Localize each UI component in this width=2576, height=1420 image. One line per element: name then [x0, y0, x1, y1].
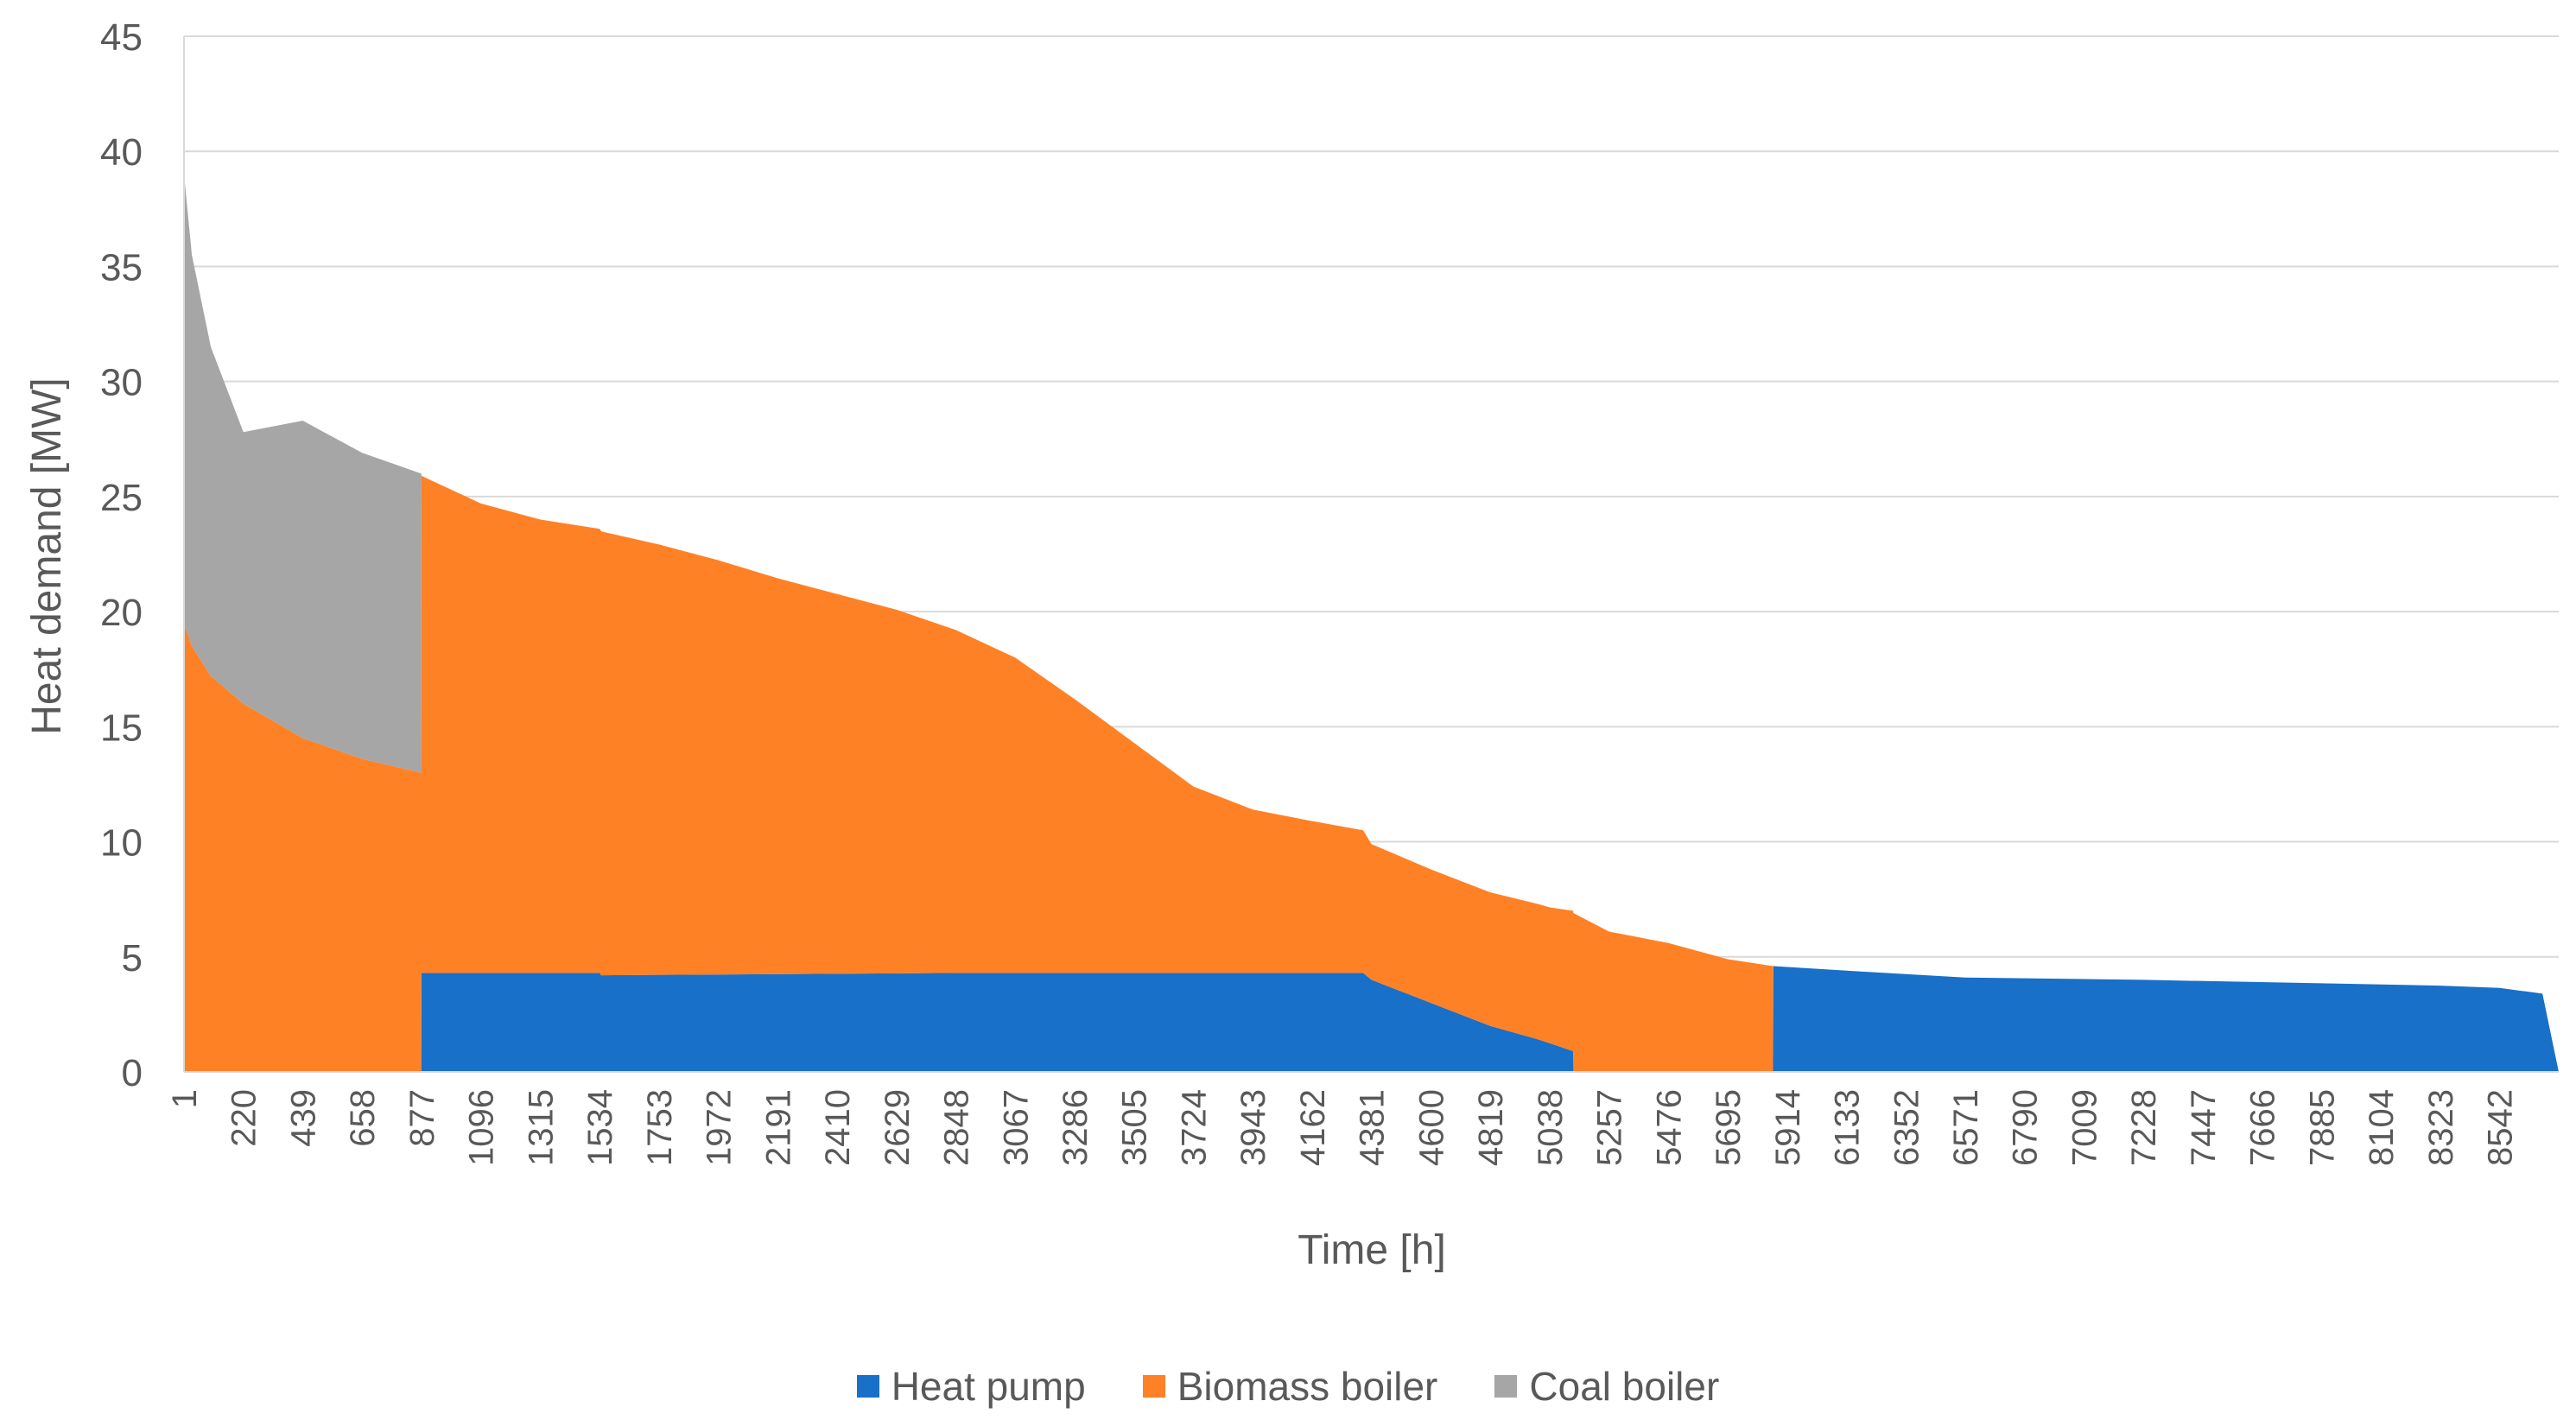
x-tick-label-1972: 1972 [701, 1089, 739, 1166]
x-tick-label-3724: 3724 [1175, 1089, 1213, 1166]
x-tick-label-1096: 1096 [463, 1089, 501, 1166]
x-tick-label-7009: 7009 [2065, 1089, 2103, 1166]
x-tick-label-7447: 7447 [2185, 1089, 2223, 1166]
legend: Heat pump Biomass boiler Coal boiler [0, 1356, 2576, 1417]
legend-swatch-coal-boiler [1494, 1375, 1518, 1398]
area-layer [184, 174, 2559, 1072]
x-tick-label-8542: 8542 [2482, 1089, 2520, 1166]
axis-layer [183, 36, 2559, 1073]
area-biomass-boiler [184, 475, 2559, 1072]
legend-swatch-heat-pump [856, 1375, 879, 1398]
y-tick-labels: 0 5 10 15 20 25 30 35 40 45 [100, 16, 143, 1094]
x-tick-label-6790: 6790 [2007, 1089, 2045, 1166]
x-tick-label-5257: 5257 [1591, 1089, 1629, 1166]
x-tick-label-658: 658 [344, 1089, 382, 1147]
x-tick-label-439: 439 [284, 1089, 322, 1147]
legend-label-heat-pump: Heat pump [891, 1364, 1086, 1409]
legend-item-heat-pump: Heat pump [856, 1363, 1086, 1410]
y-tick-label-0: 0 [122, 1052, 143, 1094]
legend-swatch-biomass-boiler [1142, 1375, 1165, 1398]
x-tick-labels: 1 220 439 658 877 1096 1315 1534 1753 1972 2191 241… [166, 1089, 2520, 1166]
x-tick-label-8323: 8323 [2422, 1089, 2460, 1166]
x-tick-label-4381: 4381 [1354, 1089, 1392, 1166]
x-tick-label-1534: 1534 [581, 1089, 619, 1166]
x-tick-label-5038: 5038 [1532, 1089, 1570, 1166]
x-tick-label-7228: 7228 [2125, 1089, 2163, 1166]
x-tick-label-1753: 1753 [641, 1089, 679, 1166]
x-tick-label-220: 220 [225, 1089, 263, 1147]
x-tick-label-3067: 3067 [997, 1089, 1035, 1166]
y-tick-label-20: 20 [100, 592, 143, 634]
x-tick-label-3505: 3505 [1116, 1089, 1154, 1166]
y-tick-label-15: 15 [100, 707, 143, 749]
x-tick-label-8104: 8104 [2363, 1089, 2401, 1166]
x-tick-label-5695: 5695 [1710, 1089, 1748, 1166]
x-tick-label-5476: 5476 [1650, 1089, 1688, 1166]
x-tick-label-4819: 4819 [1472, 1089, 1510, 1166]
x-tick-label-2629: 2629 [879, 1089, 917, 1166]
x-tick-label-2848: 2848 [938, 1089, 976, 1166]
legend-item-coal-boiler: Coal boiler [1494, 1363, 1719, 1410]
y-tick-label-5: 5 [122, 937, 143, 979]
x-tick-label-7885: 7885 [2303, 1089, 2341, 1166]
y-tick-label-35: 35 [100, 246, 143, 288]
y-tick-label-25: 25 [100, 477, 143, 519]
x-tick-label-1: 1 [166, 1089, 204, 1108]
x-axis-title: Time [h] [1298, 1227, 1446, 1273]
x-tick-label-3943: 3943 [1234, 1089, 1272, 1166]
x-tick-label-4162: 4162 [1294, 1089, 1332, 1166]
x-tick-label-6571: 6571 [1947, 1089, 1985, 1166]
y-axis-title: Heat demand [MW] [24, 377, 70, 734]
y-tick-label-30: 30 [100, 362, 143, 404]
x-tick-label-4600: 4600 [1412, 1089, 1450, 1166]
x-tick-label-2191: 2191 [759, 1089, 797, 1166]
legend-item-biomass-boiler: Biomass boiler [1142, 1363, 1438, 1410]
y-tick-label-10: 10 [100, 822, 143, 865]
x-tick-label-6352: 6352 [1888, 1089, 1926, 1166]
x-tick-label-7666: 7666 [2244, 1089, 2282, 1166]
x-tick-label-3286: 3286 [1056, 1089, 1094, 1166]
legend-label-coal-boiler: Coal boiler [1529, 1364, 1720, 1409]
area-heat-pump [184, 966, 2559, 1072]
x-tick-label-5914: 5914 [1769, 1089, 1807, 1166]
x-tick-label-6133: 6133 [1829, 1089, 1867, 1166]
x-tick-label-1315: 1315 [522, 1089, 560, 1166]
y-tick-label-40: 40 [100, 131, 143, 174]
x-tick-label-2410: 2410 [819, 1089, 857, 1166]
y-tick-label-45: 45 [100, 16, 143, 59]
legend-label-biomass-boiler: Biomass boiler [1177, 1364, 1438, 1409]
x-tick-label-877: 877 [403, 1089, 441, 1147]
